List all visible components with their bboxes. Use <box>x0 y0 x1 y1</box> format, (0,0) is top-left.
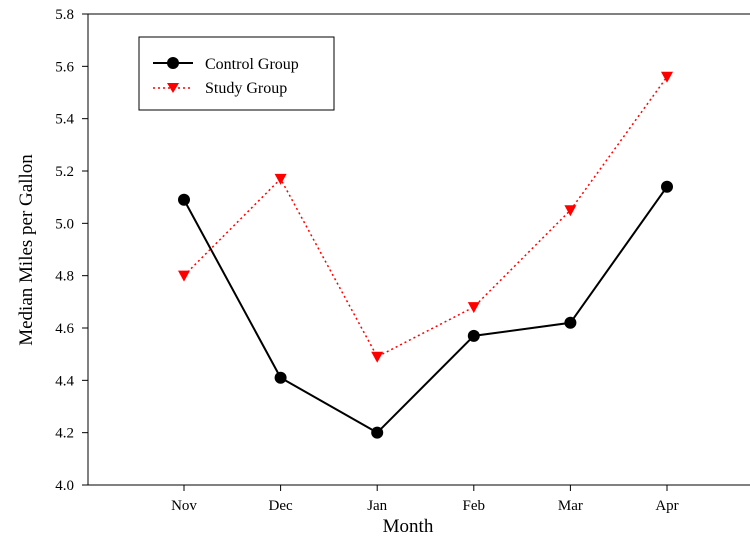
data-point-0 <box>274 371 287 384</box>
data-point-1 <box>371 351 384 363</box>
x-axis-ticks: Nov Dec Jan Feb Mar Apr <box>171 485 679 514</box>
y-tick-label: 5.0 <box>55 216 74 232</box>
legend-label-study: Study Group <box>205 80 287 97</box>
plot-axes <box>87 13 750 486</box>
y-tick-label: 4.8 <box>55 269 74 285</box>
legend-marker-control <box>167 57 179 69</box>
series-layer <box>178 71 673 439</box>
y-tick-label: 5.4 <box>55 112 74 128</box>
y-tick-label: 4.0 <box>55 478 74 494</box>
y-axis-ticks: 4.0 4.2 4.4 4.6 4.8 5.0 5.2 5.4 5.6 5.8 <box>55 7 88 494</box>
y-tick-label: 5.2 <box>55 164 74 180</box>
data-point-0 <box>661 180 673 193</box>
data-point-1 <box>274 173 287 185</box>
data-point-0 <box>178 193 190 206</box>
x-tick-label: Jan <box>367 498 387 514</box>
data-point-0 <box>564 316 577 329</box>
y-tick-label: 4.6 <box>55 321 74 337</box>
y-tick-label: 4.4 <box>55 373 74 389</box>
x-tick-label: Nov <box>171 498 197 514</box>
legend-label-control: Control Group <box>205 56 299 73</box>
x-tick-label: Apr <box>655 498 678 514</box>
y-tick-label: 5.8 <box>55 7 74 23</box>
y-axis-title: Median Miles per Gallon <box>16 154 37 346</box>
data-point-1 <box>661 71 673 83</box>
series-line-1 <box>183 76 668 358</box>
legend-marker-study <box>167 83 179 93</box>
x-tick-label: Dec <box>269 498 293 514</box>
data-point-1 <box>564 205 577 217</box>
data-point-0 <box>467 329 480 342</box>
data-point-1 <box>467 302 480 314</box>
x-tick-label: Mar <box>558 498 583 514</box>
data-point-1 <box>178 270 190 282</box>
legend: Control Group Study Group <box>138 36 335 111</box>
data-point-0 <box>371 426 384 439</box>
y-tick-label: 4.2 <box>55 426 74 442</box>
series-line-0 <box>183 186 668 434</box>
x-axis-title: Month <box>383 516 434 537</box>
legend-box <box>138 36 335 111</box>
x-tick-label: Feb <box>463 498 486 514</box>
y-tick-label: 5.6 <box>55 59 74 75</box>
